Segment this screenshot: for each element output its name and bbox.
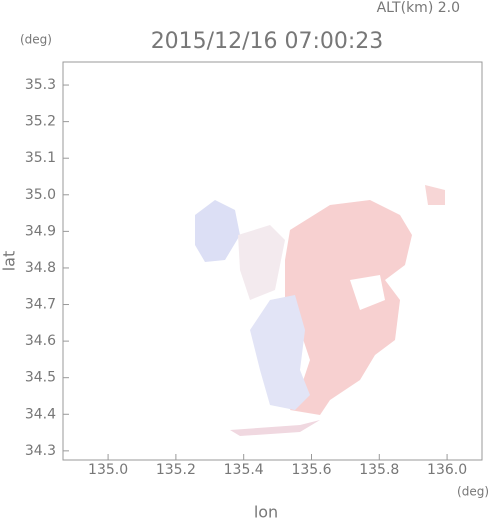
y-tick-label: 35.1 [25,150,56,166]
gap [350,275,385,310]
y-tick-label: 34.3 [25,443,56,459]
y-tick-label: 34.5 [25,370,56,386]
chart-title: 2015/12/16 07:00:23 [151,29,384,54]
y-tick-label: 34.7 [25,297,56,313]
y-tick-label: 34.6 [25,333,56,349]
x-tick-label: 135.0 [88,462,128,478]
plot-frame [62,61,483,461]
mixed-area [238,225,285,300]
y-tick-label: 34.9 [25,223,56,239]
positive-area [285,200,412,415]
y-tick-label: 35.3 [25,77,56,93]
negative-area [195,200,240,262]
y-tick-label: 35.0 [25,187,56,203]
positive-area [425,185,445,205]
x-axis-label: lon [254,503,278,521]
y-axis-label: lat [0,251,19,272]
x-tick-label: 135.6 [291,462,331,478]
y-unit: (deg) [20,33,52,47]
y-tick-label: 34.8 [25,260,56,276]
x-tick-label: 135.4 [224,462,264,478]
x-tick-label: 135.2 [156,462,196,478]
negative-area [250,295,310,410]
radar-field [195,185,445,436]
y-tick-label: 35.2 [25,114,56,130]
altitude-label: ALT(km) 2.0 [377,0,460,16]
y-tick-label: 34.4 [25,406,56,422]
x-tick-label: 135.8 [359,462,399,478]
x-tick-label: 136.0 [427,462,467,478]
x-unit: (deg) [457,485,489,499]
mixed-area [230,420,320,436]
